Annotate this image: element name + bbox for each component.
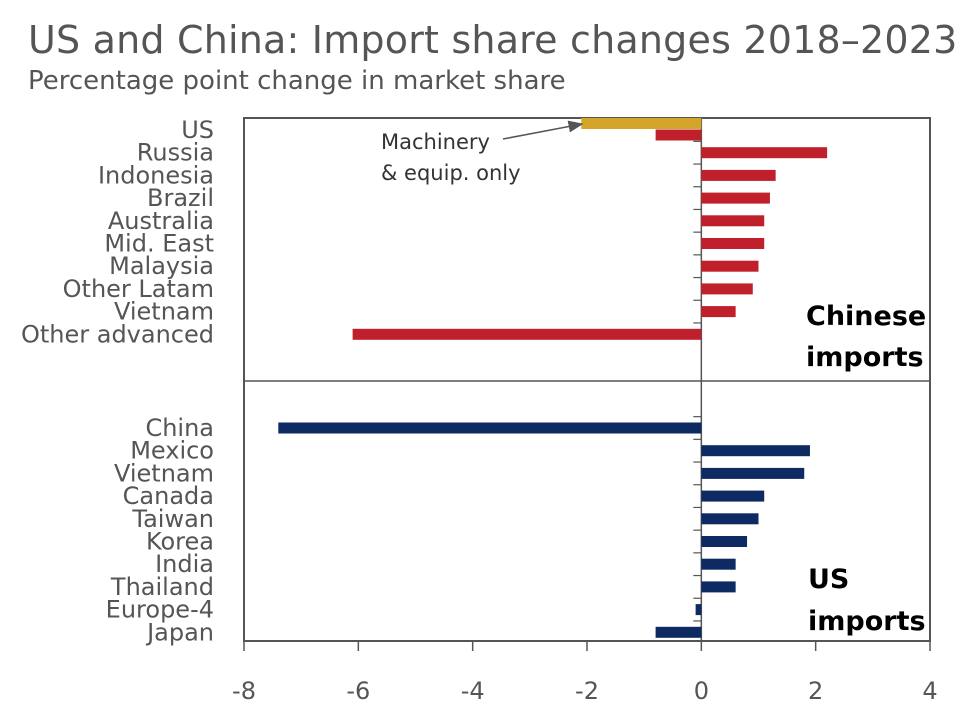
- x-tick-label: -6: [346, 677, 370, 705]
- category-label: India: [155, 550, 214, 578]
- bar: [701, 445, 810, 457]
- bar: [701, 238, 765, 249]
- x-tick-label: -8: [232, 677, 256, 705]
- bar-machinery: [581, 118, 702, 129]
- annotation-arrow: [502, 120, 584, 140]
- panel-label-us-imports: US: [808, 564, 849, 595]
- category-label: Europe-4: [106, 596, 214, 624]
- x-tick-label: -2: [575, 677, 599, 705]
- bar: [655, 626, 702, 638]
- category-label: Other advanced: [21, 320, 214, 348]
- bar: [701, 169, 776, 181]
- bar: [701, 260, 759, 272]
- category-label: Korea: [146, 528, 214, 556]
- bar: [701, 536, 748, 547]
- annotation-text: Machinery: [381, 130, 490, 154]
- panel-label-us-imports: imports: [808, 606, 926, 637]
- bar: [701, 147, 828, 159]
- bar: [701, 490, 765, 502]
- bar: [701, 558, 736, 570]
- bar: [701, 283, 753, 295]
- x-tick-label: -4: [461, 677, 485, 705]
- category-label: Mid. East: [104, 230, 214, 258]
- page-title: US and China: Import share changes 2018–…: [28, 18, 958, 62]
- bar: [701, 581, 736, 593]
- page-subtitle: Percentage point change in market share: [28, 66, 566, 96]
- category-label: Taiwan: [131, 505, 214, 533]
- bar: [701, 513, 759, 525]
- bar: [701, 192, 770, 204]
- bar: [701, 306, 736, 318]
- category-label: Indonesia: [98, 161, 214, 189]
- category-label: US: [181, 116, 214, 144]
- category-label: Vietnam: [114, 298, 214, 326]
- category-label: Japan: [145, 618, 214, 646]
- bar: [278, 422, 702, 434]
- category-label: Australia: [108, 207, 214, 235]
- bar: [655, 129, 702, 141]
- bar: [701, 467, 805, 479]
- category-label: Canada: [123, 482, 214, 510]
- plot-frame: [243, 117, 931, 642]
- annotation-text: & equip. only: [381, 161, 521, 185]
- category-label: Brazil: [147, 184, 214, 212]
- x-tick-label: 2: [808, 677, 823, 705]
- x-tick-label: 4: [922, 677, 937, 705]
- category-label: Mexico: [130, 437, 214, 465]
- category-label: Russia: [137, 139, 214, 167]
- panel-label-chinese-imports: Chinese: [806, 301, 926, 332]
- category-label: Vietnam: [114, 459, 214, 487]
- category-label: Thailand: [110, 573, 214, 601]
- category-label: Malaysia: [109, 252, 214, 280]
- x-tick-label: 0: [694, 677, 709, 705]
- category-label: China: [145, 414, 214, 442]
- panel-label-chinese-imports: imports: [806, 342, 924, 373]
- bar: [701, 215, 765, 227]
- category-label: Other Latam: [63, 275, 214, 303]
- bar: [352, 328, 702, 340]
- bar: [695, 604, 702, 616]
